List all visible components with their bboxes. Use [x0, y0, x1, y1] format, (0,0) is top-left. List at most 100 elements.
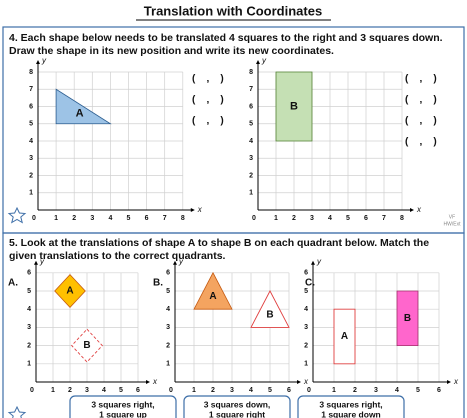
q5-text: 5. Look at the translations of shape A t…	[9, 237, 429, 249]
shape-label: A	[209, 291, 216, 302]
option-text: 1 square up	[99, 409, 147, 418]
x-tick-label: 2	[211, 387, 215, 394]
y-tick-label: 3	[29, 155, 33, 162]
q4-text: Draw the shape in its new position and w…	[9, 45, 334, 57]
x-tick-label: 1	[274, 215, 278, 222]
y-tick-label: 5	[27, 288, 31, 295]
y-tick-label: 5	[304, 288, 308, 295]
q5-text: given translations to the correct quadra…	[9, 250, 226, 262]
x-tick-label: 7	[382, 215, 386, 222]
y-tick-label: 6	[166, 270, 170, 277]
axis-label: x	[453, 377, 459, 386]
answer-blank: ( , )	[405, 95, 437, 106]
x-tick-label: 1	[51, 387, 55, 394]
x-tick-label: 0	[252, 215, 256, 222]
answer-blank: ( , )	[192, 95, 224, 106]
arrow	[146, 380, 150, 384]
y-tick-label: 3	[249, 155, 253, 162]
shape	[193, 271, 233, 310]
note: HW/Ext	[444, 221, 462, 227]
option-box[interactable]	[297, 395, 405, 418]
x-tick-label: 2	[292, 215, 296, 222]
x-tick-label: 3	[90, 215, 94, 222]
axis-label: x	[303, 377, 309, 386]
x-tick-label: 4	[395, 387, 399, 394]
shape	[54, 274, 86, 308]
x-tick-label: 8	[400, 215, 404, 222]
arrow	[256, 60, 260, 64]
axis-label: y	[178, 257, 184, 266]
y-tick-label: 7	[249, 86, 253, 93]
axis-label: x	[197, 205, 203, 214]
y-tick-label: 6	[304, 270, 308, 277]
shape-label: A	[66, 286, 73, 297]
y-tick-label: 4	[249, 138, 253, 145]
y-tick-label: 3	[27, 324, 31, 331]
y-tick-label: 4	[166, 306, 170, 313]
x-tick-label: 2	[353, 387, 357, 394]
x-tick-label: 4	[249, 387, 253, 394]
y-tick-label: 8	[29, 69, 33, 76]
graph-label: A.	[8, 278, 18, 289]
x-tick-label: 7	[163, 215, 167, 222]
option-box[interactable]	[69, 395, 177, 418]
x-tick-label: 3	[310, 215, 314, 222]
option-box[interactable]	[183, 395, 291, 418]
shape-label: B	[404, 313, 411, 324]
x-tick-label: 5	[127, 215, 131, 222]
axis-label: x	[152, 377, 158, 386]
x-tick-label: 4	[328, 215, 332, 222]
arrow	[190, 208, 195, 212]
shape	[333, 308, 356, 365]
axis-label: x	[416, 205, 422, 214]
y-tick-label: 4	[304, 306, 308, 313]
x-tick-label: 2	[72, 215, 76, 222]
x-tick-label: 6	[287, 387, 291, 394]
y-tick-label: 1	[27, 361, 31, 368]
y-tick-label: 3	[304, 324, 308, 331]
x-tick-label: 6	[136, 387, 140, 394]
shape	[396, 290, 419, 347]
question-5-box	[2, 232, 465, 418]
y-tick-label: 1	[249, 190, 253, 197]
answer-blank: ( , )	[405, 74, 437, 85]
star-icon	[7, 206, 27, 224]
y-tick-label: 8	[249, 69, 253, 76]
answer-blank: ( , )	[192, 116, 224, 127]
arrow	[410, 208, 414, 212]
y-tick-label: 5	[166, 288, 170, 295]
y-tick-label: 6	[27, 270, 31, 277]
x-tick-label: 6	[437, 387, 441, 394]
x-tick-label: 5	[119, 387, 123, 394]
x-tick-label: 4	[102, 387, 106, 394]
x-tick-label: 0	[30, 387, 34, 394]
answer-blank: ( , )	[405, 116, 437, 127]
y-tick-label: 6	[29, 103, 33, 110]
y-tick-label: 6	[249, 103, 253, 110]
star-icon	[7, 405, 27, 418]
graph-label: B.	[153, 278, 163, 289]
y-tick-label: 1	[166, 361, 170, 368]
option-text: 3 squares down,	[204, 399, 271, 409]
arrow	[36, 60, 40, 64]
arrow	[447, 380, 451, 384]
q4-text: 4. Each shape below needs to be translat…	[9, 32, 443, 44]
x-tick-label: 5	[416, 387, 420, 394]
x-tick-label: 3	[230, 387, 234, 394]
y-tick-label: 2	[166, 342, 170, 349]
shape-label: B	[266, 309, 273, 320]
shape	[275, 71, 313, 142]
y-tick-label: 3	[166, 324, 170, 331]
y-tick-label: 2	[304, 342, 308, 349]
note: VF	[449, 214, 455, 220]
x-tick-label: 5	[346, 215, 350, 222]
x-tick-label: 8	[181, 215, 185, 222]
x-tick-label: 2	[68, 387, 72, 394]
question-4-box	[2, 26, 465, 234]
option-text: 3 squares right,	[319, 399, 382, 409]
title: Translation with Coordinates	[144, 3, 322, 18]
x-tick-label: 0	[307, 387, 311, 394]
axis-label: y	[316, 257, 322, 266]
x-tick-label: 1	[54, 215, 58, 222]
